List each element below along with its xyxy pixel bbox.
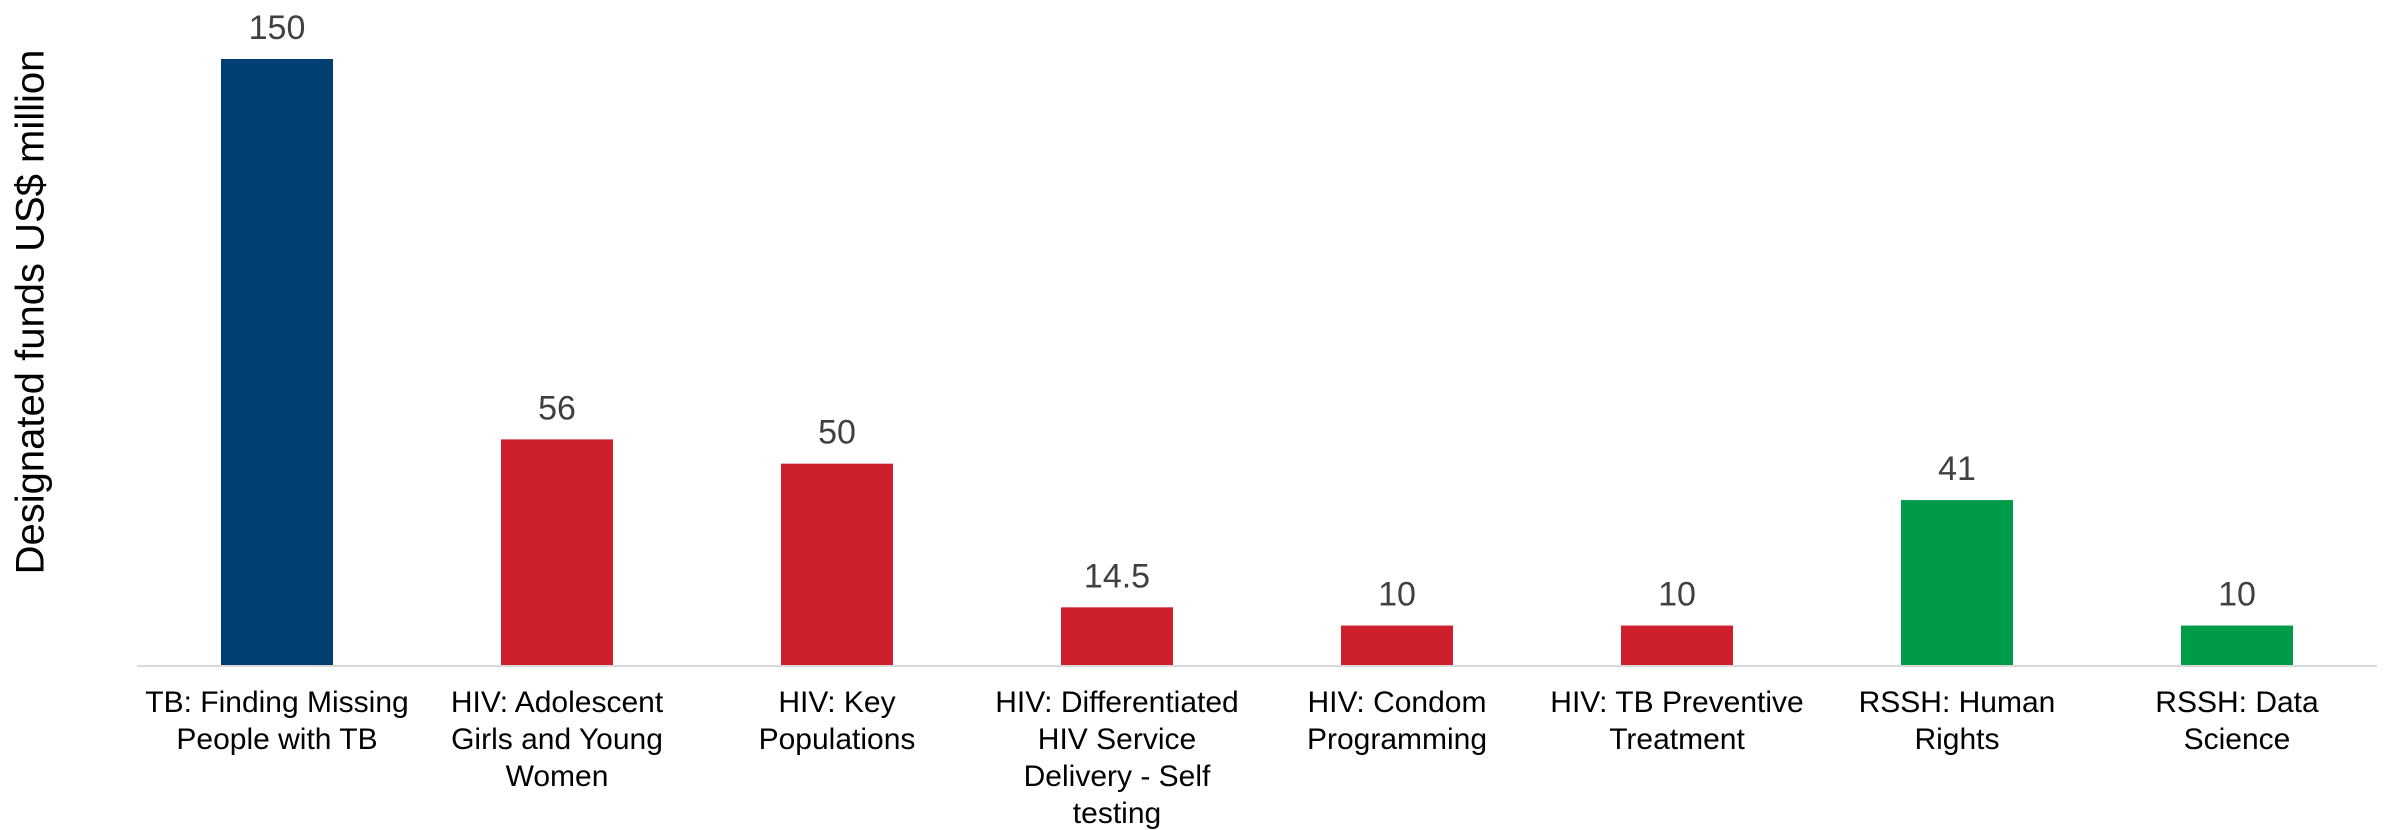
x-tick-label: HIV: Key Populations	[758, 686, 916, 756]
value-label: 41	[1938, 450, 1976, 488]
x-tick-label: HIV: Adolescent Girls and Young Women	[450, 686, 664, 793]
value-label: 14.5	[1084, 557, 1150, 595]
value-label: 56	[538, 389, 576, 427]
value-label: 10	[2218, 576, 2256, 614]
bar	[1061, 607, 1173, 666]
x-tick-label: RSSH: Data Science	[2155, 686, 2319, 756]
x-tick-label: HIV: Differentiated HIV Service Delivery…	[995, 686, 1239, 830]
bar	[501, 439, 613, 666]
value-label: 10	[1378, 576, 1416, 614]
bar	[1341, 625, 1453, 666]
bar	[2181, 625, 2293, 666]
value-label: 10	[1658, 576, 1696, 614]
x-tick-label: TB: Finding Missing People with TB	[145, 686, 409, 756]
bar	[781, 463, 893, 666]
bar	[1901, 500, 2013, 666]
value-label: 150	[249, 9, 306, 47]
bar	[221, 59, 333, 666]
value-label: 50	[818, 414, 856, 452]
y-axis-label: Designated funds US$ million	[9, 50, 53, 575]
x-tick-label: RSSH: Human Rights	[1858, 686, 2056, 756]
x-tick-label: HIV: TB Preventive Treatment	[1550, 686, 1804, 756]
x-tick-label: HIV: Condom Programming	[1306, 686, 1488, 756]
bar	[1621, 625, 1733, 666]
